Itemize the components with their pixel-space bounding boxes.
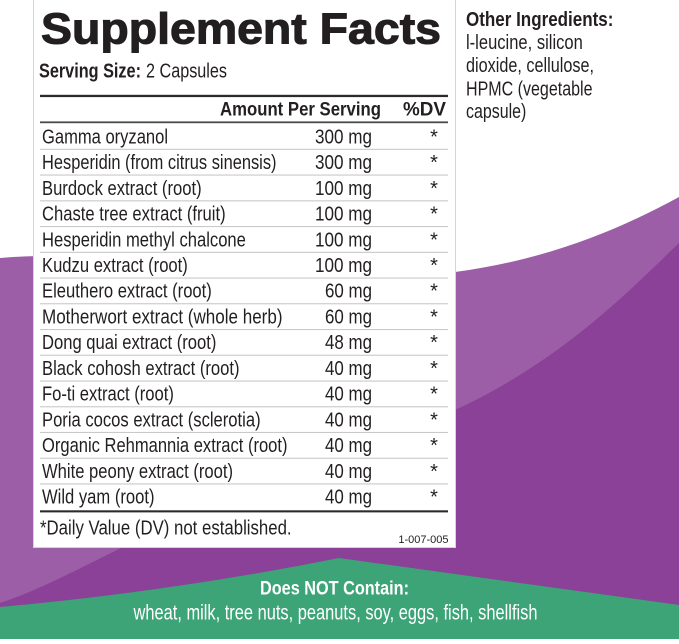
svg-text:*: * [430, 487, 438, 509]
svg-text:Chaste tree extract (fruit): Chaste tree extract (fruit) [42, 204, 226, 226]
svg-text:l-leucine, silicon: l-leucine, silicon [466, 32, 583, 54]
svg-text:Black cohosh extract (root): Black cohosh extract (root) [42, 358, 240, 380]
svg-text:*: * [430, 204, 438, 226]
svg-text:40 mg: 40 mg [325, 409, 372, 431]
svg-text:*: * [430, 281, 438, 303]
svg-text:100 mg: 100 mg [315, 255, 372, 277]
svg-text:Dong quai extract (root): Dong quai extract (root) [42, 332, 216, 354]
svg-text:100 mg: 100 mg [315, 229, 372, 251]
svg-text:300 mg: 300 mg [315, 126, 372, 148]
svg-text:*: * [430, 332, 438, 354]
svg-text:*: * [430, 409, 438, 431]
svg-text:Hesperidin methyl chalcone: Hesperidin methyl chalcone [42, 229, 246, 251]
svg-text:*: * [430, 384, 438, 406]
svg-text:Burdock extract (root): Burdock extract (root) [42, 178, 202, 200]
svg-text:*: * [430, 358, 438, 380]
svg-text:Hesperidin (from citrus sinens: Hesperidin (from citrus sinensis) [42, 152, 277, 174]
svg-text:Eleuthero extract (root): Eleuthero extract (root) [42, 281, 212, 303]
svg-text:40 mg: 40 mg [325, 487, 372, 509]
svg-text:100 mg: 100 mg [315, 178, 372, 200]
svg-text:*: * [430, 152, 438, 174]
svg-text:60 mg: 60 mg [325, 307, 372, 329]
svg-text:*Daily Value (DV) not establis: *Daily Value (DV) not established. [40, 517, 292, 539]
svg-text:*: * [430, 178, 438, 200]
svg-text:*: * [430, 461, 438, 483]
svg-text:dioxide, cellulose,: dioxide, cellulose, [466, 55, 594, 77]
svg-text:Organic Rehmannia extract (roo: Organic Rehmannia extract (root) [42, 435, 288, 457]
svg-text:1-007-005: 1-007-005 [398, 534, 448, 546]
svg-text:40 mg: 40 mg [325, 435, 372, 457]
svg-text:Supplement Facts: Supplement Facts [41, 5, 441, 54]
svg-text:*: * [430, 255, 438, 277]
svg-text:Fo-ti extract (root): Fo-ti extract (root) [42, 384, 174, 406]
svg-text:40 mg: 40 mg [325, 461, 372, 483]
svg-text:capsule): capsule) [466, 101, 526, 123]
svg-text:Amount Per Serving: Amount Per Serving [220, 100, 381, 121]
svg-text:2 Capsules: 2 Capsules [146, 60, 227, 82]
svg-text:HPMC (vegetable: HPMC (vegetable [466, 78, 593, 100]
svg-text:*: * [430, 307, 438, 329]
svg-text:White peony extract (root): White peony extract (root) [42, 461, 233, 483]
svg-text:Motherwort extract (whole herb: Motherwort extract (whole herb) [42, 307, 283, 329]
svg-text:40 mg: 40 mg [325, 358, 372, 380]
svg-text:Kudzu extract (root): Kudzu extract (root) [42, 255, 188, 277]
svg-text:wheat, milk, tree nuts, peanut: wheat, milk, tree nuts, peanuts, soy, eg… [133, 602, 538, 625]
svg-text:Other Ingredients:: Other Ingredients: [466, 9, 613, 31]
svg-text:Poria cocos extract (sclerotia: Poria cocos extract (sclerotia) [42, 409, 261, 431]
svg-text:Serving Size:: Serving Size: [39, 60, 141, 82]
svg-text:%DV: %DV [403, 100, 446, 121]
svg-text:40 mg: 40 mg [325, 384, 372, 406]
svg-text:*: * [430, 126, 438, 148]
svg-text:Gamma oryzanol: Gamma oryzanol [42, 126, 168, 148]
svg-text:60 mg: 60 mg [325, 281, 372, 303]
svg-text:100 mg: 100 mg [315, 204, 372, 226]
svg-text:48 mg: 48 mg [325, 332, 372, 354]
svg-text:*: * [430, 229, 438, 251]
svg-text:Wild yam (root): Wild yam (root) [42, 487, 155, 509]
svg-text:*: * [430, 435, 438, 457]
svg-text:300 mg: 300 mg [315, 152, 372, 174]
svg-text:Does NOT Contain:: Does NOT Contain: [260, 578, 409, 600]
